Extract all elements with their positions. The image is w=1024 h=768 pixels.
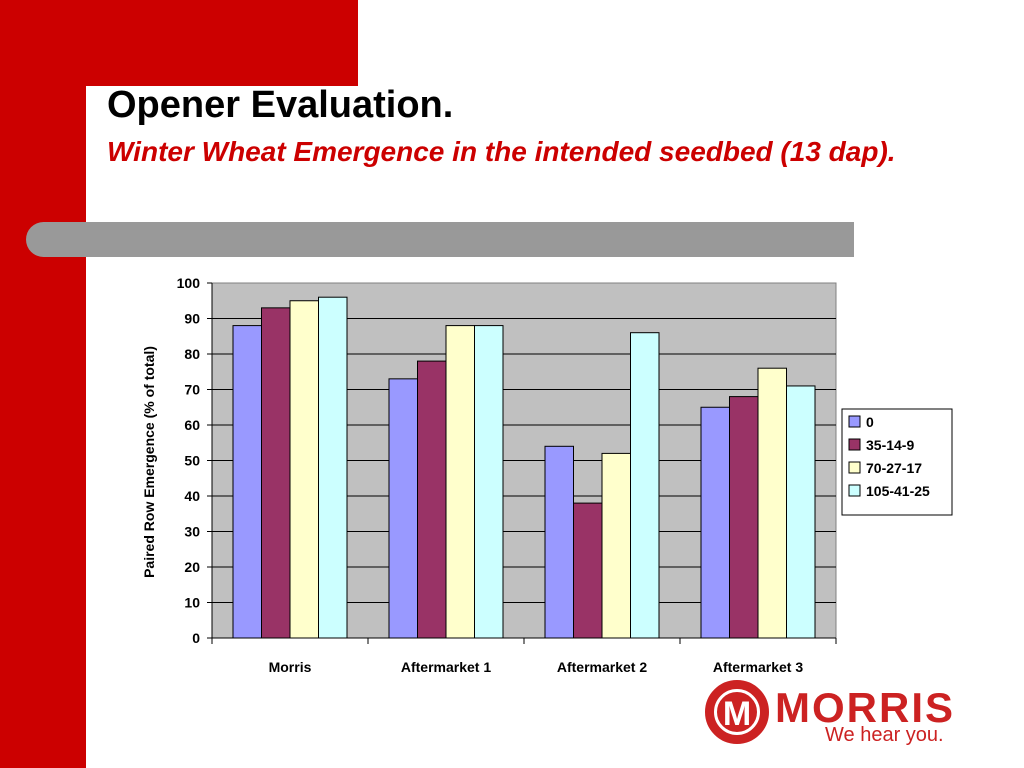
legend-swatch	[848, 438, 861, 451]
y-axis-label: Paired Row Emergence (% of total)	[141, 346, 157, 578]
y-tick-label: 70	[184, 382, 200, 398]
y-tick-label: 40	[184, 488, 200, 504]
y-tick-label: 30	[184, 524, 200, 540]
legend-swatch	[848, 461, 861, 474]
y-tick-label: 20	[184, 559, 200, 575]
left-red-band	[0, 0, 86, 768]
morris-logo: M MORRIS We hear you.	[705, 680, 995, 750]
bar	[232, 325, 262, 639]
divider-bar	[26, 222, 854, 257]
bar	[544, 445, 574, 639]
slide-title: Opener Evaluation.	[107, 84, 454, 126]
y-tick-label: 50	[184, 453, 200, 469]
logo-letter: M	[722, 695, 752, 733]
legend-label: 0	[866, 414, 874, 430]
bar	[289, 300, 319, 639]
logo-tagline: We hear you.	[825, 724, 944, 746]
legend-swatch	[848, 415, 861, 428]
bar	[729, 396, 759, 639]
morris-logo-mark: M	[705, 680, 769, 744]
x-tick-label: Morris	[269, 659, 312, 675]
x-tick-label: Aftermarket 2	[557, 659, 647, 675]
logo-wordmark: MORRIS	[775, 684, 955, 731]
x-tick-label: Aftermarket 3	[713, 659, 803, 675]
bar	[757, 367, 787, 639]
y-tick-label: 90	[184, 311, 200, 327]
legend-label: 35-14-9	[866, 437, 914, 453]
bar	[601, 452, 631, 639]
legend-label: 105-41-25	[866, 483, 930, 499]
bar	[700, 406, 730, 639]
bar	[388, 378, 418, 639]
top-red-block	[0, 0, 358, 86]
bar	[261, 307, 291, 639]
y-tick-label: 0	[192, 630, 200, 646]
legend-label: 70-27-17	[866, 460, 922, 476]
y-tick-label: 10	[184, 595, 200, 611]
bar	[318, 296, 348, 639]
legend-swatch	[848, 484, 861, 497]
x-tick-label: Aftermarket 1	[401, 659, 491, 675]
bar	[417, 360, 447, 639]
y-tick-label: 60	[184, 417, 200, 433]
bar	[573, 502, 603, 639]
slide-subtitle: Winter Wheat Emergence in the intended s…	[107, 136, 896, 167]
bar	[474, 325, 504, 639]
bar	[786, 385, 816, 639]
logo-ring	[714, 689, 760, 735]
bar	[630, 332, 660, 639]
y-tick-label: 100	[177, 275, 201, 291]
bar	[445, 325, 475, 639]
y-tick-label: 80	[184, 346, 200, 362]
